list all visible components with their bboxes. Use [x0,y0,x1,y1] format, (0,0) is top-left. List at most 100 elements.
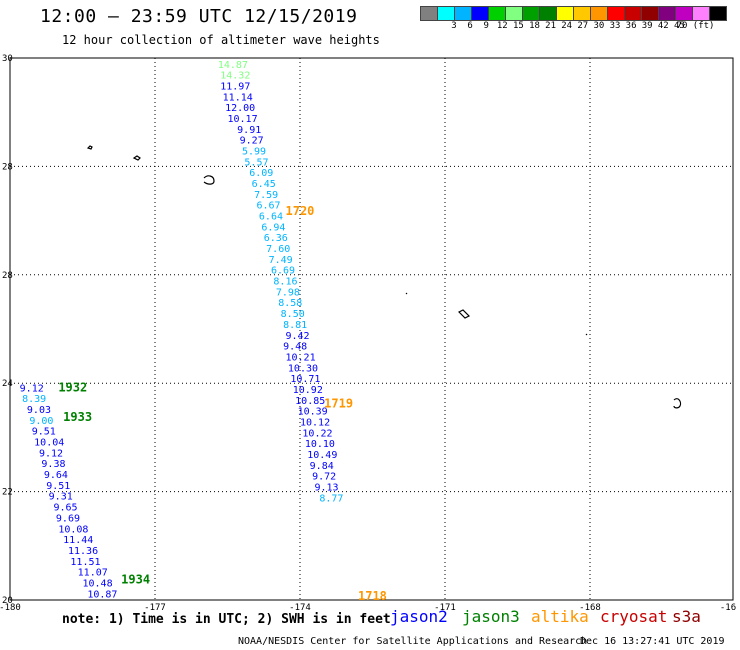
lat-tick-label: 24 [2,379,13,389]
legend-label: 30 [593,21,605,31]
wave-height-label: 9.69 [56,513,80,524]
wave-height-label: 10.12 [300,417,330,428]
note-text: note: 1) Time is in UTC; 2) SWH is in fe… [62,612,391,627]
wave-height-label: 8.58 [278,298,302,309]
map-frame [9,57,734,601]
wave-height-label: 11.97 [220,81,250,92]
pass-time-label: 1718 [358,589,387,603]
satellite-label-cryosat: cryosat [600,607,668,626]
wave-height-label: 9.51 [46,481,70,492]
wave-height-label: 6.45 [252,179,276,190]
wave-height-label: 10.10 [305,439,335,450]
wave-height-label: 9.64 [44,470,68,481]
satellite-label-jason3: jason3 [462,607,520,626]
island-outline [673,398,682,409]
wave-height-label: 10.04 [34,438,64,449]
wave-height-label: 10.71 [290,374,320,385]
pass-time-label: 1932 [58,380,87,394]
wave-height-label: 6.64 [259,212,283,223]
legend-label: 3 [451,21,457,31]
legend-label: 18 [529,21,540,31]
wave-height-label: 9.31 [49,492,73,503]
wave-height-label: 10.49 [307,450,337,461]
wave-height-label: 9.13 [315,483,339,494]
wave-height-label: 8.50 [281,309,305,320]
lon-tick-label: -174 [289,603,311,613]
lat-tick-label: 20 [2,596,13,606]
wave-height-label: 10.08 [58,524,88,535]
lat-tick-label: 28 [2,271,13,281]
wave-height-label: 9.12 [39,448,63,459]
wave-height-label: 9.12 [20,383,44,394]
satellite-label-altika: altika [531,607,589,626]
lat-tick-label: 30 [2,54,13,64]
wave-height-label: 9.38 [41,459,65,470]
wave-height-label: 8.77 [319,493,343,504]
wave-height-label: 9.84 [310,461,334,472]
wave-height-label: 7.60 [266,244,290,255]
legend-label: 6 [467,21,473,31]
wave-height-label: 14.32 [220,71,250,82]
legend-swatch [709,6,727,21]
legend-label: 39 [641,21,653,31]
wave-height-label: 10.30 [288,363,318,374]
legend-label: 42 [657,21,669,31]
lat-tick-label: 22 [2,488,13,498]
island-outline [457,309,471,319]
wave-height-label: 9.27 [240,136,264,147]
wave-height-label: 9.72 [312,472,336,483]
footer-credit: NOAA/NESDIS Center for Satellite Applica… [238,636,588,647]
legend-label: 9 [483,21,489,31]
pass-time-label: 1720 [286,204,315,218]
lon-tick-label: -180 [0,603,21,613]
footer-timestamp: Dec 16 13:27:41 UTC 2019 [580,636,725,647]
wave-height-label: 11.14 [223,92,253,103]
wave-height-label: 10.48 [83,578,113,589]
wave-height-label: 10.17 [228,114,258,125]
wave-height-label: 9.00 [29,416,53,427]
island-outline [405,292,408,295]
color-scale-legend [420,6,727,21]
lon-tick-label: -168 [579,603,601,613]
wave-height-label: 9.65 [54,503,78,514]
legend-label: 21 [545,21,557,31]
legend-label: 27 [577,21,589,31]
wave-height-label: 10.85 [295,396,325,407]
map-subtitle: 12 hour collection of altimeter wave hei… [62,33,380,47]
wave-height-label: 10.39 [298,407,328,418]
wave-height-label: 11.36 [68,546,98,557]
wave-height-label: 9.48 [283,342,307,353]
island-outline [86,145,93,150]
wave-height-label: 6.36 [264,233,288,244]
lat-tick-label: 28 [2,162,13,172]
legend-label: 15 [512,21,524,31]
wave-height-label: 10.22 [302,428,332,439]
wave-height-label: 8.81 [283,320,307,331]
satellite-label-jason2: jason2 [390,607,448,626]
wave-height-label: 14.87 [218,60,248,71]
wave-height-label: 11.07 [78,568,108,579]
map-title: 12:00 — 23:59 UTC 12/15/2019 [40,6,358,27]
wave-height-label: 6.69 [271,266,295,277]
wave-height-label: 5.57 [244,157,268,168]
island-outline [585,333,588,336]
wave-height-label: 6.94 [261,222,285,233]
legend-label: 36 [625,21,637,31]
wave-height-label: 11.51 [70,557,100,568]
wave-height-label: 6.67 [257,201,281,212]
wave-height-label: 12.00 [225,103,255,114]
legend-label: 33 [609,21,621,31]
legend-label: 70 (ft) [676,21,715,31]
legend-label: 24 [561,21,573,31]
pass-time-label: 1933 [63,410,92,424]
wave-height-label: 11.44 [63,535,93,546]
pass-time-label: 1934 [121,573,150,587]
legend-label: 12 [496,21,508,31]
wave-height-label: 7.59 [254,190,278,201]
lon-tick-label: -171 [434,603,456,613]
wave-height-label: 10.21 [286,352,316,363]
pass-time-label: 1719 [324,397,353,411]
wave-height-label: 9.51 [32,427,56,438]
wave-height-label: 7.49 [269,255,293,266]
